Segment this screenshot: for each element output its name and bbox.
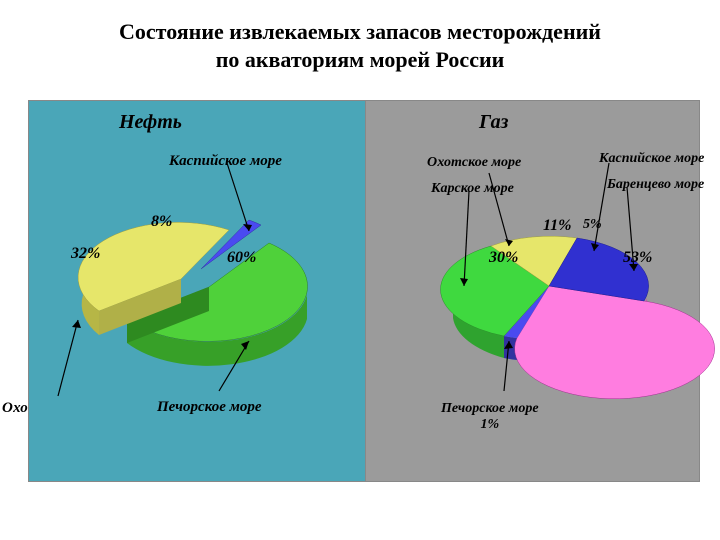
gas-slice-barents xyxy=(515,286,715,399)
oil-panel: Нефть Каспийское море Печорское море xyxy=(28,100,366,482)
gas-label-barents: Баренцево море xyxy=(607,177,704,193)
gas-pct-barents: 53% xyxy=(623,249,652,267)
oil-pct-okhotsk: 32% xyxy=(71,245,100,263)
oil-pct-caspian: 8% xyxy=(151,213,172,231)
page-title: Состояние извлекаемых запасов месторожде… xyxy=(0,0,720,81)
gas-pct-kara: 30% xyxy=(489,249,518,267)
gas-label-okhotsk: Охотское море xyxy=(427,155,521,171)
gas-pct-caspian: 5% xyxy=(583,217,602,233)
oil-pct-pechora: 60% xyxy=(227,249,256,267)
oil-label-caspian: Каспийское море xyxy=(169,153,282,170)
gas-label-kara: Карское море xyxy=(431,181,514,197)
oil-title: Нефть xyxy=(119,111,182,134)
gas-pie xyxy=(409,211,689,391)
gas-label-pechora: Печорское море 1% xyxy=(441,401,539,433)
oil-label-pechora: Печорское море xyxy=(157,399,262,416)
title-line-1: Состояние извлекаемых запасов месторожде… xyxy=(119,19,601,44)
gas-pct-okhotsk: 11% xyxy=(543,217,571,235)
arrow-caspian xyxy=(594,163,609,251)
title-line-2: по акваториям морей России xyxy=(216,47,505,72)
arrow-oil-caspian xyxy=(227,163,249,231)
arrow-oil-okhotsk-svg xyxy=(18,300,138,420)
gas-title: Газ xyxy=(479,111,508,134)
panels-container: Газ Охотское море Каспийское море Баренц… xyxy=(28,100,710,510)
gas-label-caspian: Каспийское море xyxy=(599,151,704,167)
